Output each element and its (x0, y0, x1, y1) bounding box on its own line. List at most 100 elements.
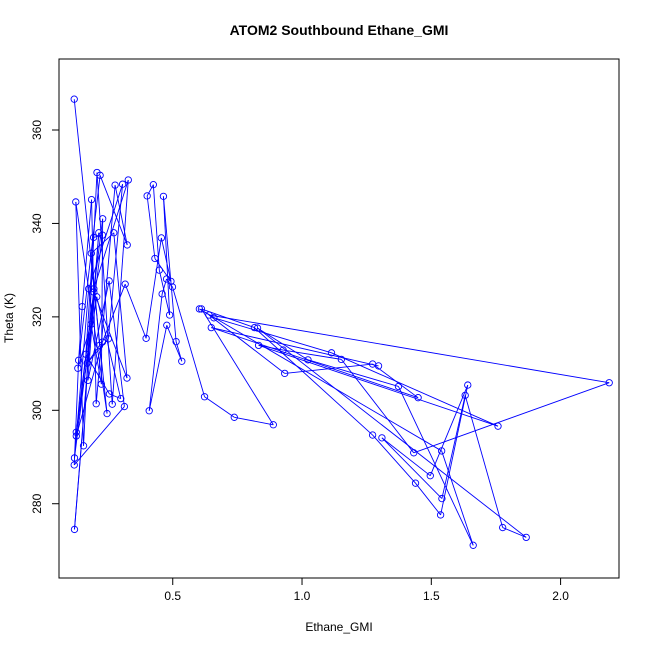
data-point (499, 523, 507, 532)
series-line-segment (73, 406, 125, 466)
data-point (155, 266, 163, 274)
series-line-segment (74, 235, 103, 458)
data-point (104, 335, 113, 343)
data-point (143, 192, 151, 200)
data-point (117, 394, 125, 403)
data-point (92, 400, 100, 408)
data-point (89, 233, 98, 242)
series-line-segment (146, 184, 154, 197)
data-point (178, 357, 186, 365)
series-line-segment (211, 327, 379, 367)
series-line-segment (90, 324, 102, 385)
series-line-segment (381, 437, 443, 499)
data-point (414, 394, 422, 402)
data-point (74, 364, 82, 372)
data-point (124, 176, 132, 184)
data-point (105, 390, 114, 398)
series-line-segment (340, 359, 415, 454)
data-point (121, 280, 129, 288)
series-line-segment (114, 185, 128, 246)
data-point (200, 393, 209, 401)
data-point (158, 290, 166, 298)
data-point (269, 421, 277, 429)
data-point (74, 356, 83, 364)
data-point (99, 215, 107, 223)
series-line-segment (208, 314, 285, 374)
series-line-segment (96, 296, 122, 399)
series-line-segment (413, 382, 610, 454)
data-point (410, 449, 418, 457)
x-axis-label: Ethane_GMI (305, 620, 372, 634)
series-line-segment (162, 196, 171, 316)
series-line-segment (96, 172, 113, 405)
data-point (464, 381, 472, 389)
y-tick-label: 340 (30, 213, 44, 233)
series-line-segment (158, 270, 171, 316)
data-point (70, 95, 78, 103)
data-point (157, 234, 166, 242)
data-point (110, 229, 118, 237)
series-line-segment (86, 338, 109, 364)
series-line-segment (75, 201, 84, 446)
data-point (87, 249, 95, 257)
series-line-segment (208, 314, 610, 384)
series-line-segment (172, 286, 205, 397)
series-line-segment (75, 292, 95, 437)
data-point (98, 231, 107, 239)
series-line-segment (95, 185, 116, 404)
data-point (163, 321, 171, 329)
x-axis: 0.5 1.0 1.5 2.0 (164, 577, 569, 603)
series-line-segment (440, 384, 469, 516)
data-point (469, 541, 477, 549)
data-point (522, 533, 530, 542)
data-point (207, 323, 215, 332)
data-point (254, 341, 263, 350)
data-point (87, 320, 95, 328)
x-tick-label: 2.0 (552, 589, 569, 603)
series-line-segment (199, 308, 442, 452)
data-point (605, 379, 613, 387)
data-point (123, 241, 131, 249)
data-point (438, 447, 446, 455)
series-line-segment (145, 237, 162, 339)
data-point (378, 434, 386, 442)
data-point (87, 195, 96, 204)
data-point (111, 181, 119, 189)
data-point (461, 391, 469, 399)
series-line-segment (93, 291, 128, 379)
data-point (374, 362, 383, 370)
data-point (120, 402, 129, 411)
x-tick-label: 0.5 (164, 589, 181, 603)
series-line-segment (284, 363, 373, 374)
y-tick-label: 280 (30, 493, 44, 513)
series-line-segment (429, 384, 469, 476)
data-point (79, 442, 88, 450)
data-point (84, 376, 92, 385)
series-line-segment (307, 359, 399, 387)
data-point (250, 323, 259, 332)
data-point (96, 171, 104, 179)
series-line-segment (283, 349, 342, 360)
series-line-segment (441, 395, 466, 499)
data-point (394, 382, 403, 391)
data-point (105, 277, 113, 285)
series-line-segment (99, 175, 128, 246)
y-tick-label: 320 (30, 307, 44, 327)
data-point (494, 422, 502, 430)
series-line-segment (381, 437, 431, 477)
data-point (197, 305, 206, 313)
series-line-segment (162, 196, 177, 342)
y-tick-label: 360 (30, 120, 44, 140)
y-tick-label: 300 (30, 400, 44, 420)
series-line-segment (254, 327, 373, 436)
data-point (70, 525, 79, 534)
data-point (167, 277, 175, 286)
series-line-segment (152, 184, 160, 271)
series-line-segment (211, 327, 419, 399)
data-point (70, 454, 79, 462)
series-line-segment (111, 179, 129, 405)
series-line-segment (258, 344, 499, 427)
data-point (230, 413, 238, 421)
series-line-segment (398, 386, 474, 546)
